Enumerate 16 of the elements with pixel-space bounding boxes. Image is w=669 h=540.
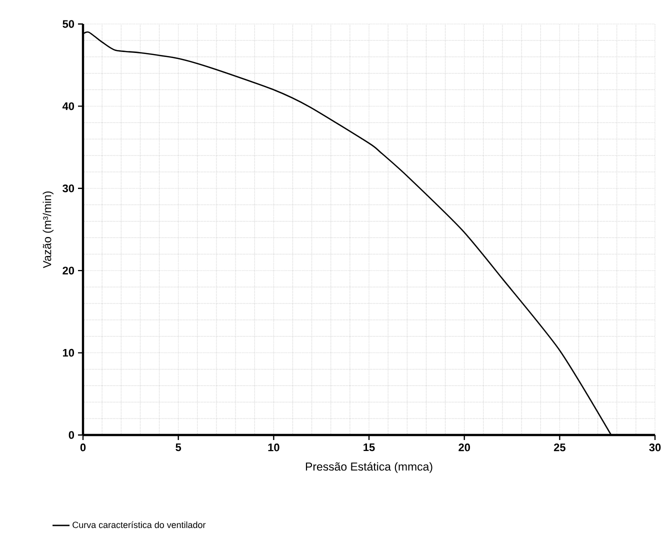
x-tick-label: 0 [80, 444, 86, 452]
x-tick-label: 25 [554, 444, 566, 452]
x-tick-label: 5 [176, 444, 182, 452]
x-tick-label: 10 [268, 444, 280, 452]
y-tick-label: 0 [68, 431, 74, 439]
x-tick-label: 30 [649, 444, 661, 452]
y-axis-title: Vazão (m³/min) [42, 191, 54, 268]
y-tick-label: 10 [62, 348, 74, 357]
x-axis-title: Pressão Estática (mmca) [306, 462, 432, 473]
y-tick-label: 40 [62, 102, 74, 110]
x-tick-label: 15 [364, 444, 375, 452]
x-tick-label: 20 [458, 444, 470, 452]
y-tick-label: 30 [62, 184, 74, 192]
y-tick-label: 50 [62, 20, 74, 28]
legend-label: Curva característica do ventilador [72, 521, 206, 528]
y-tick-label: 20 [62, 266, 74, 274]
